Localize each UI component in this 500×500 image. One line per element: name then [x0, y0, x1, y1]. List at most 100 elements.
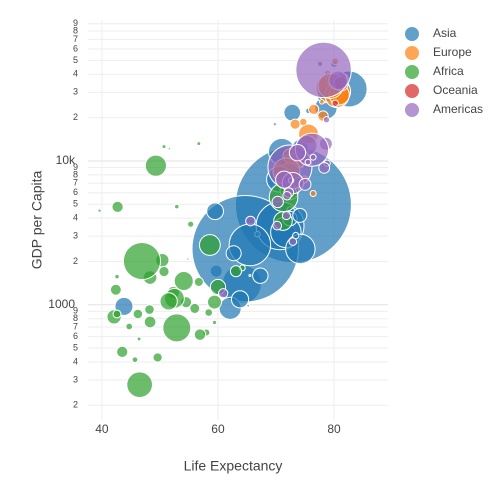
- bubble: [272, 122, 277, 127]
- bubble: [322, 116, 331, 124]
- bubble: [204, 308, 214, 317]
- bubble: [271, 195, 284, 209]
- bubble: [186, 257, 190, 261]
- bubble: [132, 308, 144, 320]
- bubble: [281, 210, 292, 221]
- y-tick-label: 1000: [48, 297, 75, 311]
- bubble: [173, 270, 194, 292]
- bubble: [189, 302, 201, 314]
- legend-label: Europe: [433, 45, 472, 59]
- bubble: [292, 207, 308, 223]
- bubble: [112, 309, 122, 319]
- bubble: [288, 237, 298, 246]
- legend-label: Africa: [433, 64, 464, 78]
- bubble: [159, 292, 178, 311]
- legend-label: Oceania: [433, 83, 478, 97]
- legend-label: Asia: [433, 26, 457, 40]
- bubble: [97, 208, 102, 213]
- bubble: [114, 273, 120, 280]
- bubble: [304, 158, 312, 166]
- bubble: [196, 141, 202, 146]
- y-tick-label: 4: [73, 356, 78, 366]
- bubble: [275, 170, 294, 189]
- bubble: [125, 322, 134, 331]
- y-tick-label: 8: [73, 25, 78, 35]
- y-tick-label: 4: [73, 69, 78, 79]
- bubble: [173, 203, 180, 210]
- y-tick-label: 4: [73, 213, 78, 223]
- x-tick-label: 60: [211, 422, 225, 436]
- y-tick-label: 7: [73, 321, 78, 331]
- bubble: [225, 245, 242, 262]
- bubble: [152, 352, 163, 363]
- y-tick-label: 3: [73, 374, 78, 384]
- bubble: [289, 118, 301, 130]
- bubble: [245, 215, 256, 227]
- bubble: [211, 319, 218, 326]
- y-tick-label: 5: [73, 199, 78, 209]
- y-tick-label: 10k: [56, 153, 76, 167]
- y-tick-label: 6: [73, 43, 78, 53]
- y-tick-label: 2: [73, 400, 78, 410]
- y-tick-label: 3: [73, 87, 78, 97]
- bubble: [288, 144, 307, 162]
- x-tick-label: 80: [327, 422, 341, 436]
- bubble: [144, 304, 155, 315]
- bubble: [218, 288, 229, 299]
- bubble: [319, 99, 325, 105]
- y-tick-label: 3: [73, 231, 78, 241]
- bubble: [206, 294, 222, 310]
- bubble: [248, 273, 252, 277]
- bubble: [230, 290, 250, 309]
- y-tick-label: 7: [73, 34, 78, 44]
- bubble: [126, 371, 153, 399]
- y-tick-label: 9: [73, 306, 78, 316]
- y-tick-label: 8: [73, 169, 78, 179]
- bubble: [187, 220, 195, 228]
- y-tick-label: 2: [73, 256, 78, 266]
- legend-label: Americas: [433, 102, 483, 116]
- bubble: [252, 267, 269, 284]
- bubble: [116, 345, 129, 359]
- bubble: [331, 99, 339, 107]
- bubble: [318, 161, 331, 174]
- y-tick-label: 7: [73, 178, 78, 188]
- y-tick-label: 8: [73, 313, 78, 323]
- legend-marker: [404, 102, 420, 118]
- legend-marker: [404, 64, 420, 80]
- legend-marker: [404, 26, 420, 42]
- y-tick-label: 9: [73, 162, 78, 172]
- legend-marker: [404, 83, 420, 99]
- y-tick-label: 9: [73, 18, 78, 28]
- bubble: [143, 315, 157, 329]
- bubble: [122, 241, 162, 281]
- bubble: [167, 147, 171, 151]
- y-tick-label: 5: [73, 342, 78, 352]
- bubble: [282, 191, 292, 201]
- y-tick-label: 6: [73, 331, 78, 341]
- bubble: [295, 41, 352, 99]
- bubble: [298, 177, 312, 191]
- bubble: [299, 117, 308, 127]
- bubble: [272, 220, 283, 231]
- bubble: [198, 234, 221, 256]
- bubble: [206, 202, 224, 221]
- bubble: [136, 336, 142, 342]
- bubble: [193, 328, 207, 341]
- bubble: [131, 356, 139, 364]
- bubble: [109, 283, 122, 296]
- bubble: [246, 303, 250, 308]
- legend-marker: [404, 45, 420, 61]
- y-axis-title: GDP per Capita: [29, 171, 45, 270]
- x-axis-title: Life Expectancy: [184, 458, 283, 474]
- bubble: [162, 313, 192, 343]
- y-tick-label: 6: [73, 187, 78, 197]
- y-tick-label: 2: [73, 112, 78, 122]
- bubble: [144, 154, 167, 177]
- bubble: [309, 189, 317, 198]
- bubble: [309, 153, 317, 161]
- y-tick-label: 5: [73, 55, 78, 65]
- x-tick-label: 40: [95, 422, 109, 436]
- bubble: [111, 200, 124, 213]
